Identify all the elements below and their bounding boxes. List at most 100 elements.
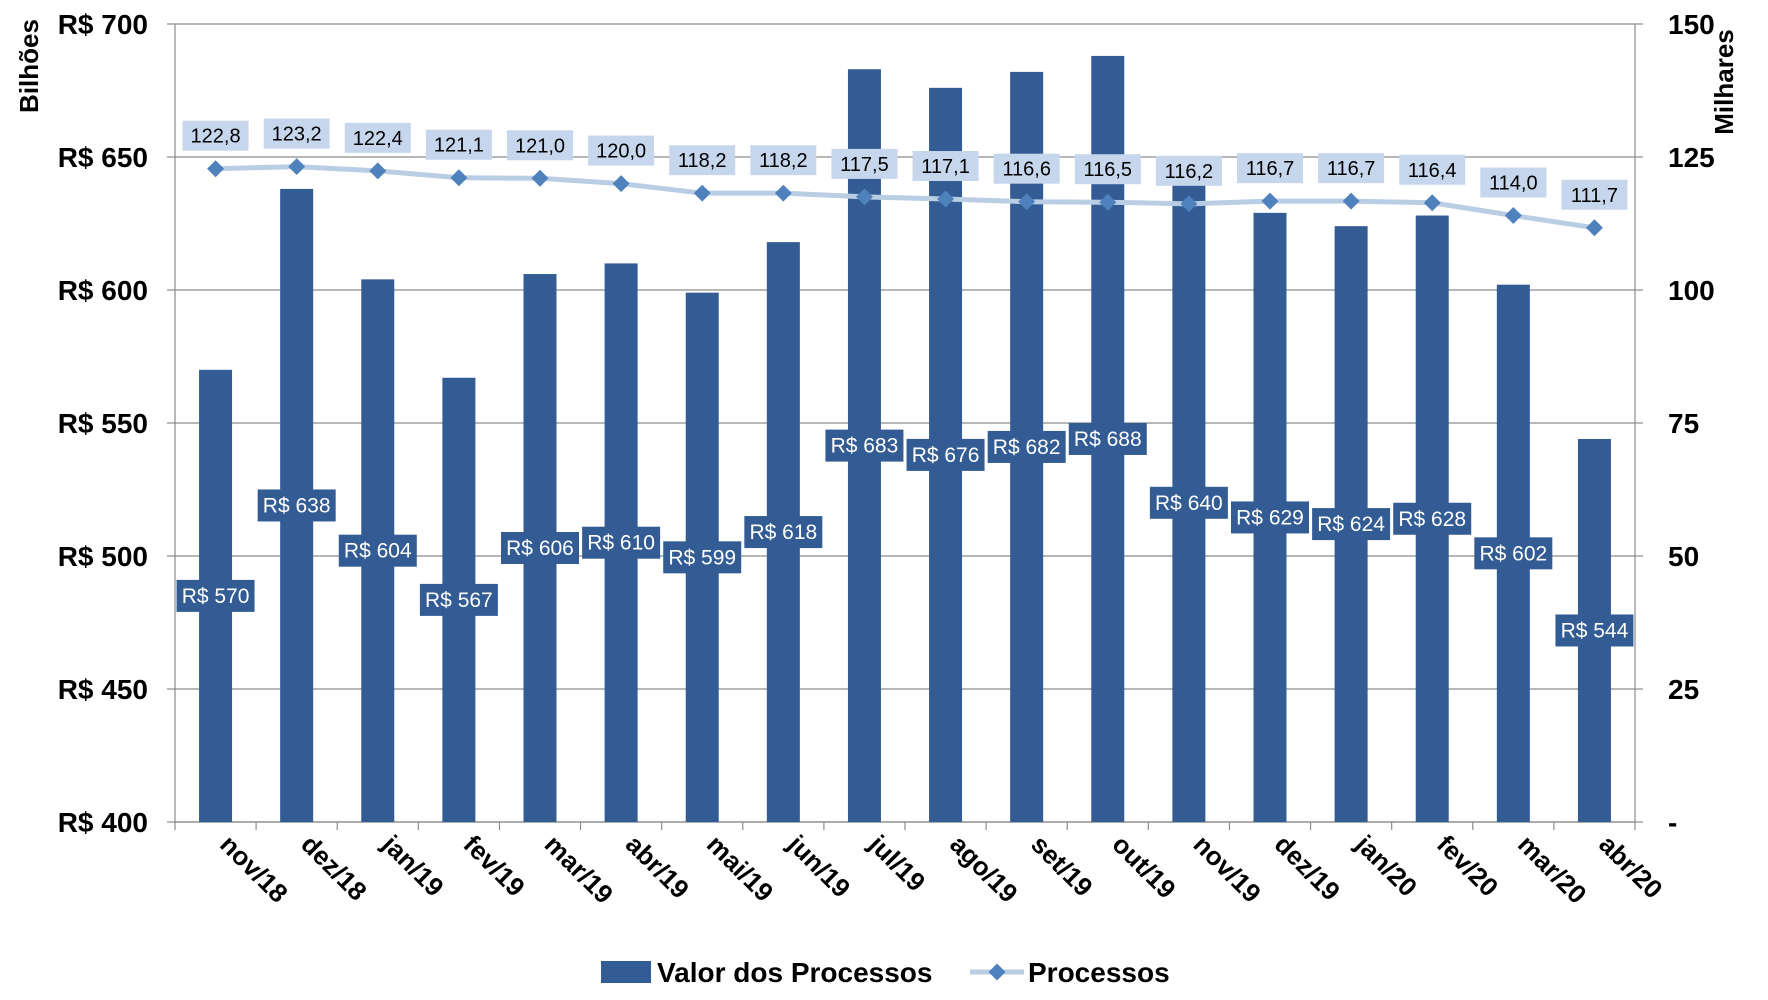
line-marker — [612, 175, 630, 193]
line-marker — [450, 169, 468, 187]
x-tick-label: set/19 — [1025, 829, 1098, 902]
line-label-box — [750, 145, 817, 176]
line-data-label: 121,0 — [515, 135, 565, 157]
y-left-tick-label: R$ 400 — [58, 807, 148, 838]
line-marker — [1342, 192, 1360, 210]
bar-data-labels: R$ 570 R$ 638 R$ 604 R$ 567 R$ 606 R$ 610 R$ 5… — [176, 422, 1634, 647]
line-series — [207, 158, 1603, 237]
line-data-label: 117,5 — [840, 154, 889, 176]
bar-data-label: R$ 688 — [1074, 428, 1142, 451]
bar-data-label: R$ 602 — [1479, 542, 1547, 565]
line-data-label: 120,0 — [596, 141, 646, 163]
y-left-tick-label: R$ 500 — [58, 541, 148, 572]
line-label-box — [912, 151, 979, 182]
line-data-label: 116,4 — [1408, 160, 1457, 182]
line-label-box — [1480, 167, 1547, 198]
bar-label-box — [987, 430, 1066, 463]
line-data-label: 116,7 — [1327, 158, 1376, 180]
bar-data-label: R$ 683 — [831, 435, 899, 458]
line-data-label: 111,7 — [1571, 185, 1618, 207]
line-label-box — [1074, 154, 1141, 185]
bar-data-label: R$ 682 — [993, 436, 1061, 459]
line-marker — [1585, 219, 1603, 237]
line-marker — [1504, 207, 1522, 225]
bar-label-box — [419, 583, 498, 616]
x-tick-label: jan/19 — [376, 828, 450, 902]
line-label-box — [1237, 153, 1303, 184]
y-left-tick-label: R$ 450 — [58, 674, 148, 705]
line-data-label: 118,2 — [678, 150, 727, 172]
line-label-box — [588, 135, 655, 166]
line-marker — [288, 158, 306, 176]
y-left-tick-label: R$ 600 — [58, 275, 148, 306]
y-right-tick-label: 75 — [1668, 408, 1699, 439]
line-label-box — [1155, 155, 1222, 186]
bar-label-box — [663, 541, 742, 574]
bar-label-box — [1555, 614, 1634, 647]
y-right-tick-label: - — [1668, 807, 1677, 838]
line-data-label: 121,1 — [434, 135, 484, 157]
bar-label-box — [744, 516, 823, 549]
x-tick-label: jan/20 — [1349, 828, 1423, 902]
bar-label-box — [825, 429, 904, 462]
y-left-tick-label: R$ 650 — [58, 142, 148, 173]
line-marker — [774, 184, 792, 202]
line-data-label: 116,6 — [1002, 159, 1051, 181]
gridlines — [175, 23, 1635, 823]
bar-data-label: R$ 606 — [506, 537, 574, 560]
line-data-label: 114,0 — [1489, 173, 1538, 195]
x-tick-label: abr/20 — [1593, 829, 1668, 904]
y-left-tick-label: R$ 550 — [58, 408, 148, 439]
line-marker — [531, 169, 549, 187]
bar-data-label: R$ 676 — [912, 444, 980, 467]
bar-data-label: R$ 567 — [425, 589, 493, 612]
line-label-box — [425, 129, 492, 160]
bar-label-box — [501, 532, 579, 565]
x-tick-label: jul/19 — [862, 828, 931, 897]
x-tick-label: dez/19 — [1269, 829, 1346, 906]
bar-label-box — [1231, 501, 1309, 534]
bar-label-box — [1474, 537, 1553, 570]
x-tick-label: dez/18 — [295, 829, 372, 906]
line-label-box — [1318, 153, 1385, 184]
line-marker — [369, 162, 387, 180]
bar-label-box — [1149, 486, 1228, 519]
legend-bar-swatch — [601, 961, 651, 983]
x-tick-label: jun/19 — [781, 828, 856, 903]
legend-bar-label: Valor dos Processos — [657, 957, 932, 988]
bar-data-label: R$ 624 — [1317, 513, 1385, 536]
line-data-label: 116,5 — [1083, 159, 1132, 181]
line-label-box — [507, 130, 573, 161]
bar-data-label: R$ 640 — [1155, 492, 1223, 515]
line-data-label: 116,7 — [1246, 158, 1295, 180]
bar-data-label: R$ 638 — [263, 494, 331, 517]
bar-label-box — [582, 526, 661, 559]
line-label-box — [669, 145, 736, 176]
bar-data-label: R$ 570 — [182, 585, 250, 608]
y-right-tick-label: 125 — [1668, 142, 1715, 173]
x-tick-label: nov/18 — [214, 829, 293, 908]
x-tick-label: mar/19 — [539, 829, 619, 909]
y-right-tick-label: 100 — [1668, 275, 1715, 306]
bar-data-label: R$ 544 — [1561, 619, 1629, 642]
line-label-box — [344, 122, 411, 153]
legend: Valor dos Processos Processos — [601, 957, 1170, 988]
line-marker — [937, 190, 955, 208]
x-tick-label: mai/19 — [701, 829, 779, 907]
bar-label-box — [1068, 422, 1147, 455]
x-tick-label: out/19 — [1107, 829, 1182, 904]
bar-series — [199, 55, 1611, 823]
y-right-axis-title: Milhares — [1709, 29, 1739, 135]
bar-data-label: R$ 629 — [1236, 506, 1304, 529]
x-tick-label: fev/19 — [458, 829, 531, 902]
y-right-tick-label: 25 — [1668, 674, 1699, 705]
line-marker — [855, 188, 873, 206]
bar-label-box — [338, 534, 417, 567]
line-label-box — [1561, 179, 1628, 210]
bar-label-box — [257, 489, 336, 522]
line-data-label: 123,2 — [272, 124, 322, 146]
line-data-labels: 122,8 123,2 122,4 121,1 121,0 120,0 118,2 118,2… — [182, 118, 1628, 210]
line-marker — [207, 160, 225, 178]
y-left-axis-title: Bilhões — [14, 19, 44, 113]
